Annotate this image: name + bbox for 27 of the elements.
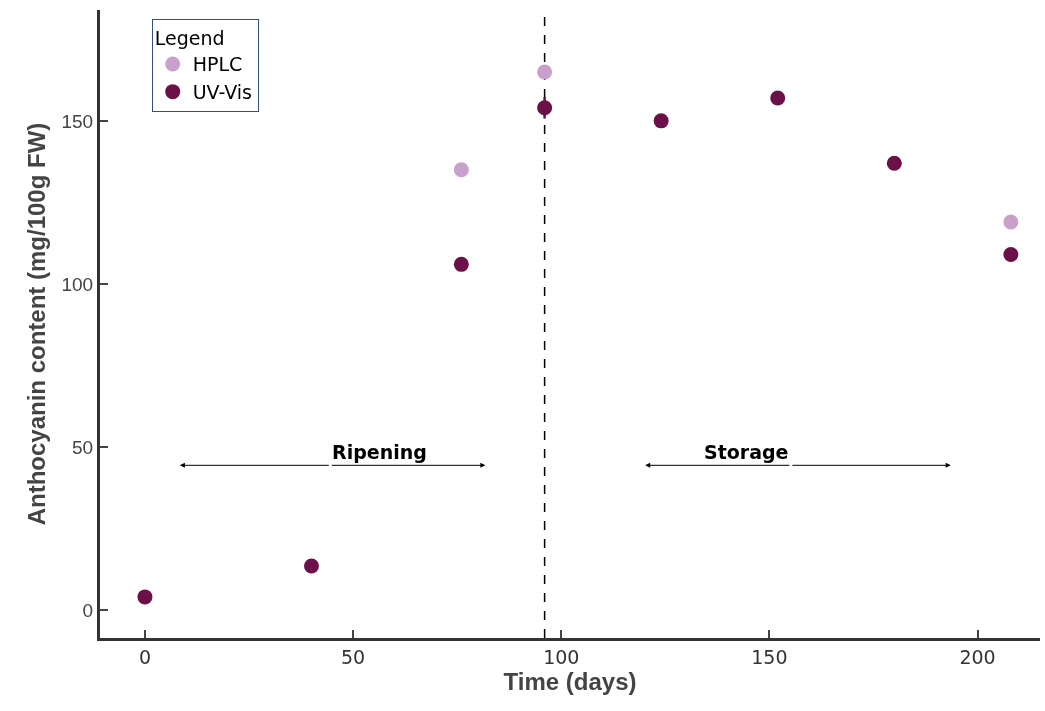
x-tick-label: 200 [959, 645, 996, 668]
x-axis-title: Time (days) [503, 667, 637, 695]
legend-label: UV-Vis [192, 81, 252, 104]
y-tick-label: 150 [61, 110, 94, 132]
annotation: Ripening [332, 441, 427, 463]
point [137, 589, 153, 605]
y-tick-label: 0 [82, 599, 94, 621]
y-tick-label: 100 [61, 273, 94, 295]
x-tick-label: 150 [751, 645, 788, 668]
point [886, 155, 902, 171]
point [1003, 247, 1019, 263]
legend-label: HPLC [192, 53, 243, 76]
point [537, 100, 553, 116]
point [303, 558, 319, 574]
point [770, 90, 786, 106]
y-tick-label: 50 [72, 436, 94, 458]
point [653, 113, 669, 129]
x-tick-label: 0 [138, 645, 152, 668]
point [453, 162, 469, 178]
annotation: Storage [704, 441, 789, 463]
point [537, 64, 553, 80]
x-tick-label: 100 [543, 645, 580, 668]
legend-title: Legend [154, 27, 225, 50]
y-axis-title: Anthocyanin content (mg/100g FW) [22, 122, 50, 526]
x-tick-label: 50 [341, 645, 366, 668]
point [453, 256, 469, 272]
point [1003, 214, 1019, 230]
